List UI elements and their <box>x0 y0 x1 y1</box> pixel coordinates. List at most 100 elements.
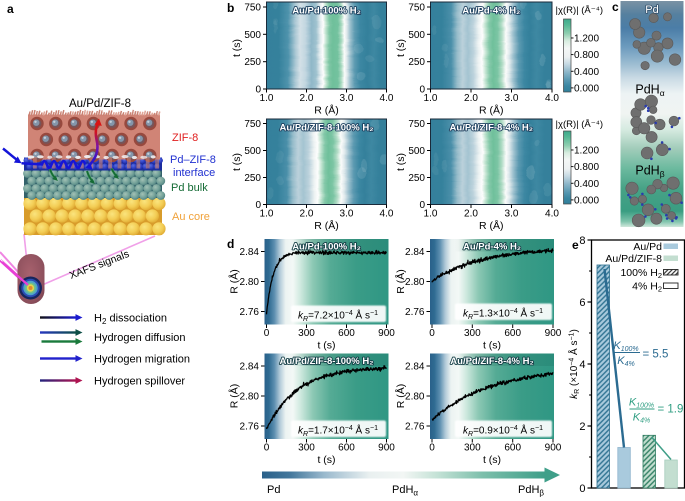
svg-text:2: 2 <box>579 421 585 433</box>
svg-text:= 1.9: = 1.9 <box>658 404 684 416</box>
svg-text:2.0: 2.0 <box>464 209 478 220</box>
svg-text:2.80: 2.80 <box>405 392 425 403</box>
svg-text:2.80: 2.80 <box>240 277 260 288</box>
svg-text:t (s): t (s) <box>231 39 243 57</box>
svg-text:4.0: 4.0 <box>380 209 394 220</box>
svg-text:2.76: 2.76 <box>240 422 260 433</box>
svg-text:4: 4 <box>579 359 585 371</box>
svg-text:600: 600 <box>338 443 355 454</box>
svg-text:kR=0.9×10−4 Å s−1: kR=0.9×10−4 Å s−1 <box>463 424 543 439</box>
svg-text:0.800: 0.800 <box>574 50 599 61</box>
svg-text:H2 dissociation: H2 dissociation <box>94 313 167 327</box>
svg-text:900: 900 <box>545 328 562 339</box>
svg-text:a: a <box>7 2 14 16</box>
svg-text:Au/Pd/ZIF-8: Au/Pd/ZIF-8 <box>605 253 662 265</box>
svg-text:900: 900 <box>378 328 395 339</box>
svg-text:300: 300 <box>464 443 481 454</box>
svg-text:750: 750 <box>408 3 425 14</box>
svg-text:Au/Pd/ZIF-8-4% H₂: Au/Pd/ZIF-8-4% H₂ <box>450 356 533 367</box>
svg-text:0.400: 0.400 <box>574 67 599 78</box>
svg-text:250: 250 <box>244 173 261 184</box>
svg-text:t (s): t (s) <box>483 340 501 352</box>
svg-text:1.0: 1.0 <box>424 209 438 220</box>
svg-text:Au/Pd-100% H₂: Au/Pd-100% H₂ <box>292 242 361 253</box>
svg-text:0: 0 <box>579 483 585 495</box>
svg-text:2.76: 2.76 <box>405 422 425 433</box>
svg-text:1.200: 1.200 <box>574 145 599 156</box>
svg-text:R (Å): R (Å) <box>394 269 407 294</box>
svg-text:Au/Pd-100% H₂: Au/Pd-100% H₂ <box>292 6 361 17</box>
svg-text:Au/Pd: Au/Pd <box>633 241 662 253</box>
svg-text:600: 600 <box>504 328 521 339</box>
svg-text:interface: interface <box>173 167 215 179</box>
svg-text:2.84: 2.84 <box>405 362 425 373</box>
svg-text:2.76: 2.76 <box>405 307 425 318</box>
svg-text:500: 500 <box>244 146 261 157</box>
svg-text:750: 750 <box>408 119 425 130</box>
svg-text:Au/Pd/ZIF-8-4% H₂: Au/Pd/ZIF-8-4% H₂ <box>450 123 533 134</box>
svg-text:Pd–ZIF-8: Pd–ZIF-8 <box>170 154 216 166</box>
svg-text:2.0: 2.0 <box>300 93 314 104</box>
svg-text:b: b <box>227 1 234 15</box>
svg-text:R (Å): R (Å) <box>479 219 504 232</box>
svg-text:6: 6 <box>579 297 585 309</box>
svg-text:R (Å): R (Å) <box>228 269 241 294</box>
svg-text:t (s): t (s) <box>395 153 407 171</box>
svg-text:900: 900 <box>378 443 395 454</box>
svg-text:t (s): t (s) <box>395 39 407 57</box>
svg-text:300: 300 <box>464 328 481 339</box>
svg-text:PdHα: PdHα <box>392 484 418 498</box>
svg-text:0: 0 <box>429 443 435 454</box>
svg-text:Au/Pd/ZIF-8-100% H₂: Au/Pd/ZIF-8-100% H₂ <box>280 123 374 134</box>
svg-text:2.80: 2.80 <box>405 277 425 288</box>
svg-text:PdHα: PdHα <box>635 83 664 99</box>
svg-text:Au/Pd/ZIF-8-100% H₂: Au/Pd/ZIF-8-100% H₂ <box>280 356 374 367</box>
svg-text:Au/Pd/ZIF-8-100% H₂: Au/Pd/ZIF-8-100% H₂ <box>280 356 374 367</box>
svg-text:750: 750 <box>244 3 261 14</box>
svg-text:Hydrogen diffusion: Hydrogen diffusion <box>94 332 186 344</box>
svg-text:250: 250 <box>408 57 425 68</box>
svg-text:2.84: 2.84 <box>405 247 425 258</box>
svg-text:4.0: 4.0 <box>545 93 559 104</box>
svg-text:500: 500 <box>408 30 425 41</box>
svg-text:0: 0 <box>264 328 270 339</box>
svg-text:2.76: 2.76 <box>240 307 260 318</box>
svg-text:300: 300 <box>298 328 315 339</box>
svg-text:kR=1.3×10−4 Å s−1: kR=1.3×10−4 Å s−1 <box>463 307 543 322</box>
svg-text:|χ(R)| (Å⁻⁴): |χ(R)| (Å⁻⁴) <box>556 119 604 130</box>
svg-text:250: 250 <box>408 173 425 184</box>
svg-text:2.0: 2.0 <box>300 209 314 220</box>
svg-text:e: e <box>572 238 579 252</box>
svg-text:Pd: Pd <box>645 4 658 16</box>
svg-text:2.84: 2.84 <box>240 362 260 373</box>
svg-text:t (s): t (s) <box>483 454 501 466</box>
svg-text:0: 0 <box>429 328 435 339</box>
svg-text:3.0: 3.0 <box>505 209 519 220</box>
svg-text:Pd: Pd <box>645 4 658 16</box>
svg-text:K100%: K100% <box>613 340 638 353</box>
svg-text:PdHβ: PdHβ <box>518 484 544 498</box>
svg-text:100% H2: 100% H2 <box>620 267 662 280</box>
svg-text:R (Å): R (Å) <box>228 384 241 409</box>
svg-text:1.0: 1.0 <box>260 93 274 104</box>
svg-text:0: 0 <box>419 85 425 96</box>
svg-text:kR=7.2×10−4 Å s−1: kR=7.2×10−4 Å s−1 <box>298 309 378 324</box>
svg-text:t (s): t (s) <box>317 340 335 352</box>
svg-text:Hydrogen spillover: Hydrogen spillover <box>94 376 185 388</box>
svg-text:8: 8 <box>579 235 585 247</box>
svg-text:Au/Pd/ZIF-8-100% H₂: Au/Pd/ZIF-8-100% H₂ <box>280 123 374 134</box>
svg-text:Pd bulk: Pd bulk <box>171 182 208 194</box>
svg-text:3.0: 3.0 <box>340 93 354 104</box>
svg-text:ZIF-8: ZIF-8 <box>172 132 198 144</box>
svg-text:t (s): t (s) <box>231 153 243 171</box>
svg-text:Au/Pd-4% H₂: Au/Pd-4% H₂ <box>463 242 521 253</box>
svg-text:3.0: 3.0 <box>340 209 354 220</box>
svg-text:c: c <box>612 0 619 14</box>
svg-text:kR (×10−4 Å s−1): kR (×10−4 Å s−1) <box>567 329 581 399</box>
svg-text:t (s): t (s) <box>317 454 335 466</box>
svg-text:0: 0 <box>264 443 270 454</box>
svg-text:Au/Pd-4% H₂: Au/Pd-4% H₂ <box>463 242 521 253</box>
svg-text:Au/Pd/ZIF-8: Au/Pd/ZIF-8 <box>69 98 131 110</box>
svg-text:0.000: 0.000 <box>574 195 599 206</box>
svg-text:0.400: 0.400 <box>574 179 599 190</box>
